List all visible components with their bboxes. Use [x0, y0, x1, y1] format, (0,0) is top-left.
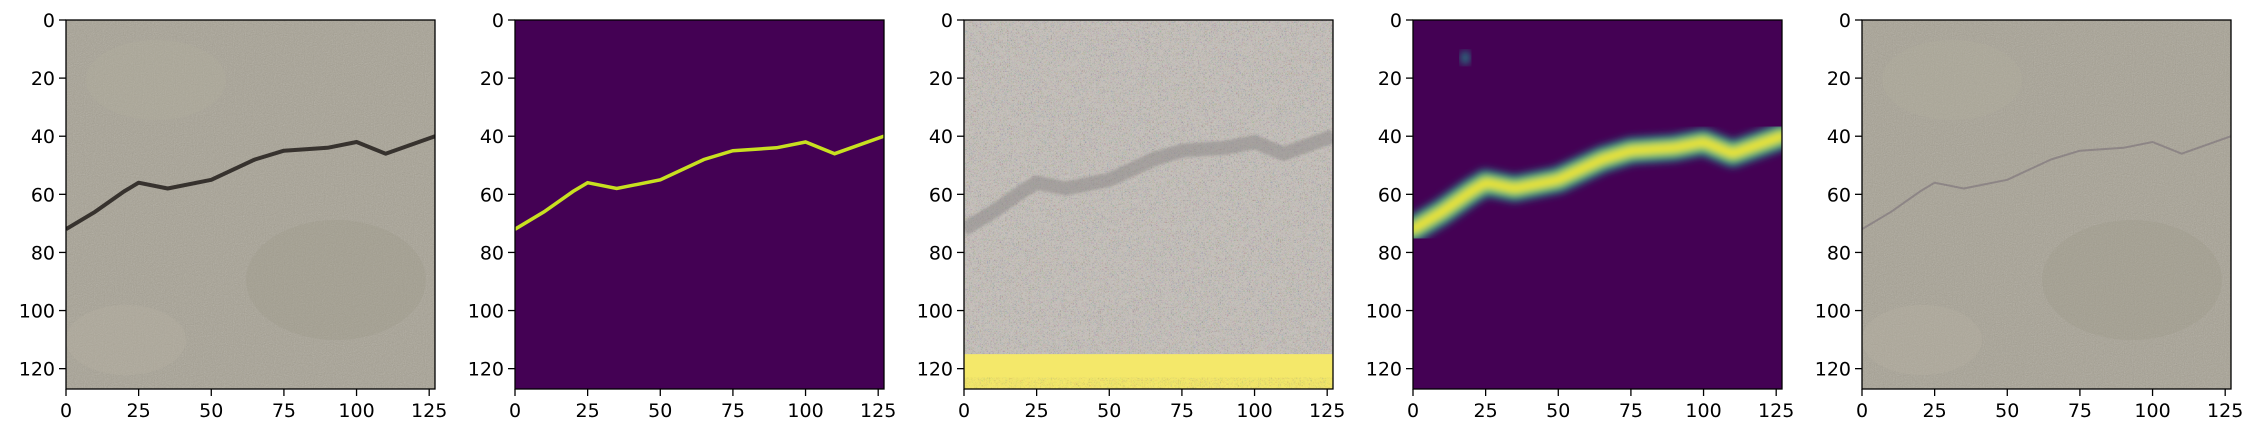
y-tick-label: 100	[1815, 301, 1851, 323]
faint-crack	[964, 129, 1333, 236]
x-tick-label: 50	[1995, 400, 2019, 422]
y-tick-label: 60	[929, 184, 953, 206]
y-tick-label: 100	[1366, 301, 1402, 323]
x-tick-label: 75	[272, 400, 296, 422]
y-tick-label: 100	[19, 301, 55, 323]
x-tick-label: 100	[1685, 400, 1721, 422]
x-tick-label: 0	[1407, 400, 1419, 422]
y-tick-label: 40	[480, 126, 504, 148]
axes-frame	[1412, 19, 1783, 390]
x-tick-label: 100	[1236, 400, 1272, 422]
x-tick-label: 75	[1170, 400, 1194, 422]
y-tick-label: 120	[19, 359, 55, 381]
y-tick-label: 120	[917, 359, 953, 381]
x-tick-label: 25	[1474, 400, 1498, 422]
x-tick-label: 50	[199, 400, 223, 422]
x-tick-label: 125	[2207, 400, 2243, 422]
crack-line	[66, 134, 435, 231]
y-tick-label: 0	[1839, 10, 1851, 32]
axes-frame	[514, 19, 885, 390]
overlay-photo	[1862, 20, 2231, 389]
x-tick-label: 75	[2068, 400, 2092, 422]
y-tick-label: 80	[31, 242, 55, 264]
y-tick-label: 100	[917, 301, 953, 323]
x-tick-label: 75	[721, 400, 745, 422]
y-tick-label: 20	[929, 68, 953, 90]
y-tick-label: 80	[1378, 242, 1402, 264]
y-tick-label: 0	[941, 10, 953, 32]
axes-frame	[65, 19, 436, 390]
predicted-heatmap	[1413, 20, 1782, 389]
x-tick-label: 100	[2134, 400, 2170, 422]
y-tick-label: 20	[31, 68, 55, 90]
y-tick-label: 120	[1366, 359, 1402, 381]
x-tick-label: 125	[1309, 400, 1345, 422]
y-tick-label: 60	[1378, 184, 1402, 206]
x-tick-label: 50	[648, 400, 672, 422]
x-tick-label: 50	[1097, 400, 1121, 422]
x-tick-label: 100	[338, 400, 374, 422]
y-tick-label: 60	[31, 184, 55, 206]
y-tick-label: 60	[480, 184, 504, 206]
x-tick-label: 100	[787, 400, 823, 422]
x-tick-label: 125	[1758, 400, 1794, 422]
noisy-reconstruction	[964, 20, 1333, 389]
y-tick-label: 20	[1827, 68, 1851, 90]
y-tick-label: 0	[43, 10, 55, 32]
y-tick-label: 20	[480, 68, 504, 90]
panel-1: 0 25 50 75 100 125 0 20 40 60 80 100 120	[19, 10, 448, 422]
panel-4: 0 25 50 75 100 125 0 20 40 60 80 100 120	[1366, 10, 1795, 422]
crack-line	[1862, 135, 2231, 231]
x-tick-label: 0	[60, 400, 72, 422]
y-tick-label: 40	[31, 126, 55, 148]
axes-frame	[963, 19, 1334, 390]
y-tick-label: 100	[468, 301, 504, 323]
y-tick-label: 120	[1815, 359, 1851, 381]
panel-5: 0 25 50 75 100 125 0 20 40 60 80 100 120	[1815, 10, 2244, 422]
x-tick-label: 25	[576, 400, 600, 422]
y-tick-label: 80	[480, 242, 504, 264]
x-tick-label: 0	[509, 400, 521, 422]
x-tick-label: 25	[127, 400, 151, 422]
heat-blob	[1460, 50, 1471, 65]
x-tick-label: 125	[411, 400, 447, 422]
x-tick-label: 75	[1619, 400, 1643, 422]
y-tick-label: 80	[1827, 242, 1851, 264]
y-tick-label: 0	[492, 10, 504, 32]
ground-truth-mask	[515, 20, 884, 389]
y-tick-label: 60	[1827, 184, 1851, 206]
x-tick-label: 50	[1546, 400, 1570, 422]
x-tick-label: 25	[1025, 400, 1049, 422]
y-tick-label: 0	[1390, 10, 1402, 32]
y-tick-label: 80	[929, 242, 953, 264]
input-photo	[66, 20, 435, 389]
x-tick-label: 0	[1856, 400, 1868, 422]
mask-line	[515, 134, 884, 231]
y-tick-label: 40	[1827, 126, 1851, 148]
axes-frame	[1861, 19, 2232, 390]
x-tick-label: 125	[860, 400, 896, 422]
x-tick-label: 25	[1923, 400, 1947, 422]
heat-crack	[1413, 123, 1782, 243]
y-tick-label: 40	[1378, 126, 1402, 148]
x-tick-label: 0	[958, 400, 970, 422]
y-tick-label: 120	[468, 359, 504, 381]
panel-3: 0 25 50 75 100 125 0 20 40 60 80 100 120	[917, 10, 1346, 422]
y-tick-label: 40	[929, 126, 953, 148]
panel-2: 0 25 50 75 100 125 0 20 40 60 80 100 120	[468, 10, 897, 422]
y-tick-label: 20	[1378, 68, 1402, 90]
